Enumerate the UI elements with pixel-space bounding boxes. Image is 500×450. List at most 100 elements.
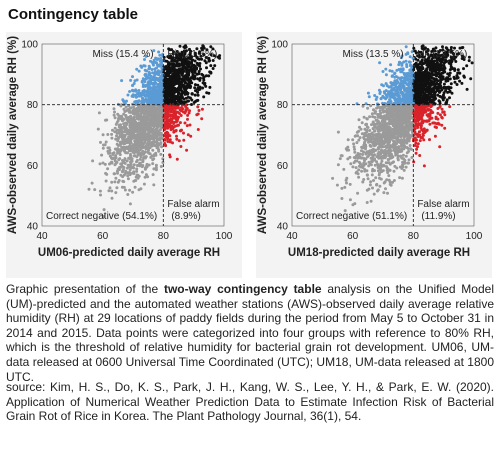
point-hit xyxy=(199,54,203,58)
point-miss xyxy=(382,84,385,88)
point-miss xyxy=(141,96,145,100)
point-correct-negative xyxy=(151,137,155,141)
point-correct-negative xyxy=(405,151,409,155)
point-hit xyxy=(183,81,187,85)
point-miss xyxy=(388,98,392,102)
point-miss xyxy=(364,102,368,106)
point-hit xyxy=(439,60,443,63)
point-hit xyxy=(426,52,430,56)
point-correct-negative xyxy=(407,161,410,165)
point-hit xyxy=(424,97,428,101)
point-miss xyxy=(158,85,162,89)
point-hit xyxy=(190,98,194,102)
point-correct-negative xyxy=(151,148,155,152)
point-correct-negative xyxy=(141,149,145,153)
point-correct-negative xyxy=(116,180,120,184)
point-false-alarm xyxy=(179,145,183,148)
point-miss xyxy=(145,91,149,94)
point-hit xyxy=(184,96,188,100)
point-miss xyxy=(152,89,156,93)
point-hit xyxy=(416,54,420,58)
point-hit xyxy=(204,61,208,65)
point-correct-negative xyxy=(331,176,335,180)
point-false-alarm xyxy=(168,138,172,142)
point-hit xyxy=(164,100,168,104)
point-hit xyxy=(419,68,423,72)
point-miss xyxy=(157,50,161,54)
point-hit xyxy=(172,50,175,54)
point-correct-negative xyxy=(335,183,339,187)
point-correct-negative xyxy=(150,141,154,145)
point-hit xyxy=(470,61,474,65)
point-hit xyxy=(165,59,169,63)
point-correct-negative xyxy=(158,118,162,122)
point-hit xyxy=(193,83,197,87)
point-hit xyxy=(421,85,425,89)
point-correct-negative xyxy=(403,119,407,123)
point-false-alarm xyxy=(174,129,178,132)
point-correct-negative xyxy=(116,144,120,147)
point-miss xyxy=(141,85,145,88)
point-false-alarm xyxy=(421,113,425,117)
point-correct-negative xyxy=(140,170,144,174)
point-correct-negative xyxy=(158,128,162,132)
point-correct-negative xyxy=(116,171,120,175)
point-correct-negative xyxy=(119,117,123,121)
point-hit xyxy=(189,49,193,53)
point-false-alarm xyxy=(433,121,437,125)
point-hit xyxy=(190,92,194,96)
point-correct-negative xyxy=(112,107,116,111)
point-miss xyxy=(142,88,146,92)
point-hit xyxy=(204,56,208,59)
point-correct-negative xyxy=(367,140,370,144)
point-correct-negative xyxy=(130,146,134,150)
point-correct-negative xyxy=(152,128,155,132)
point-false-alarm xyxy=(164,126,167,130)
point-correct-negative xyxy=(159,152,163,156)
point-hit xyxy=(176,75,180,79)
point-hit xyxy=(429,95,433,99)
point-correct-negative xyxy=(114,191,118,195)
point-false-alarm xyxy=(438,113,442,117)
point-correct-negative xyxy=(402,138,406,142)
point-correct-negative xyxy=(139,146,143,149)
point-correct-negative xyxy=(391,180,394,184)
point-false-alarm xyxy=(185,148,189,152)
point-hit xyxy=(185,78,189,81)
point-hit xyxy=(423,61,427,65)
point-correct-negative xyxy=(367,164,371,168)
point-correct-negative xyxy=(128,188,132,192)
point-false-alarm xyxy=(415,114,419,118)
point-false-alarm xyxy=(428,138,431,142)
point-correct-negative xyxy=(400,110,404,113)
point-hit xyxy=(202,75,206,79)
point-correct-negative xyxy=(126,174,130,178)
point-correct-negative xyxy=(112,156,116,160)
point-correct-negative xyxy=(139,131,142,135)
point-miss xyxy=(155,61,158,65)
point-miss xyxy=(137,94,141,98)
point-correct-negative xyxy=(90,181,94,185)
point-correct-negative xyxy=(367,153,371,157)
point-correct-negative xyxy=(114,154,118,158)
point-miss xyxy=(389,81,393,85)
point-miss xyxy=(158,53,162,57)
point-miss xyxy=(151,71,155,75)
point-hit xyxy=(456,76,460,80)
point-correct-negative xyxy=(401,163,404,167)
point-correct-negative xyxy=(392,135,396,138)
point-correct-negative xyxy=(156,146,160,150)
point-correct-negative xyxy=(386,151,390,155)
point-false-alarm xyxy=(179,129,183,133)
point-hit xyxy=(185,84,189,88)
point-hit xyxy=(166,63,170,67)
point-hit xyxy=(168,48,172,52)
point-hit xyxy=(192,77,196,81)
point-correct-negative xyxy=(357,129,361,133)
point-hit xyxy=(216,55,220,59)
point-hit xyxy=(186,68,190,72)
point-hit xyxy=(189,76,193,80)
point-miss xyxy=(384,89,388,93)
point-correct-negative xyxy=(133,179,137,183)
point-correct-negative xyxy=(102,215,106,218)
